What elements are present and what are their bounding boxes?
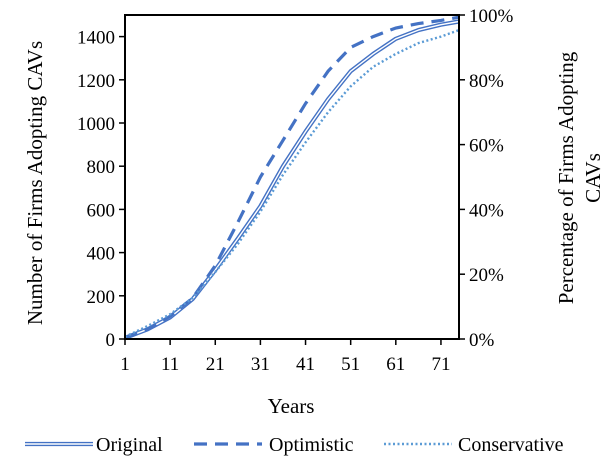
series-line-optimistic	[124, 15, 460, 340]
x-tick-label: 31	[251, 354, 270, 375]
x-axis-title: Years	[268, 394, 315, 418]
y-tick-label: 0	[106, 330, 116, 351]
y-tick-label: 200	[87, 287, 116, 308]
y2-tick-label: 80%	[469, 71, 504, 92]
y-tick-label: 600	[87, 200, 116, 221]
legend-item-original: Original	[25, 434, 163, 456]
legend-label-conservative: Conservative	[458, 434, 564, 456]
y-tick-label: 800	[87, 157, 116, 178]
y-tick-label: 1000	[77, 114, 115, 135]
y2-axis-ticks: 0% 20% 40% 60% 80% 100%	[459, 6, 514, 351]
legend-item-conservative: Conservative	[384, 434, 564, 456]
series-line-conservative	[124, 28, 460, 338]
y2-axis-title-line1: Percentage of Firms Adopting	[554, 51, 578, 304]
y2-tick-label: 40%	[469, 200, 504, 221]
legend-label-original: Original	[96, 434, 163, 456]
y2-tick-label: 100%	[469, 6, 514, 27]
x-tick-label: 51	[341, 354, 360, 375]
x-tick-label: 71	[431, 354, 450, 375]
x-tick-label: 11	[161, 354, 179, 375]
y-axis-ticks: 0 200 400 600 800 1000 1200 1400	[77, 28, 125, 351]
x-tick-label: 21	[206, 354, 225, 375]
legend-label-optimistic: Optimistic	[269, 434, 354, 456]
y-tick-label: 1400	[77, 28, 115, 49]
y2-tick-label: 0%	[469, 330, 495, 351]
plot-frame	[124, 14, 460, 340]
x-axis-ticks: 1 11 21 31 41 51 61 71	[120, 339, 450, 375]
series-conservative	[124, 28, 460, 338]
legend: Original Optimistic Conservative	[25, 434, 564, 456]
x-tick-label: 1	[120, 354, 130, 375]
series-line-original-core	[124, 20, 460, 339]
series-line-original	[124, 19, 460, 340]
series-original	[124, 19, 460, 340]
y-tick-label: 400	[87, 244, 116, 265]
y2-tick-label: 60%	[469, 136, 504, 157]
y-tick-label: 1200	[77, 71, 115, 92]
legend-item-optimistic: Optimistic	[194, 434, 354, 456]
y2-axis-title-line2: CAVs	[581, 153, 605, 203]
y-axis-title: Number of Firms Adopting CAVs	[23, 41, 47, 325]
series-optimistic	[124, 15, 460, 340]
x-tick-label: 41	[296, 354, 315, 375]
plot-lines	[124, 15, 460, 340]
x-tick-label: 61	[386, 354, 405, 375]
y2-tick-label: 20%	[469, 265, 504, 286]
